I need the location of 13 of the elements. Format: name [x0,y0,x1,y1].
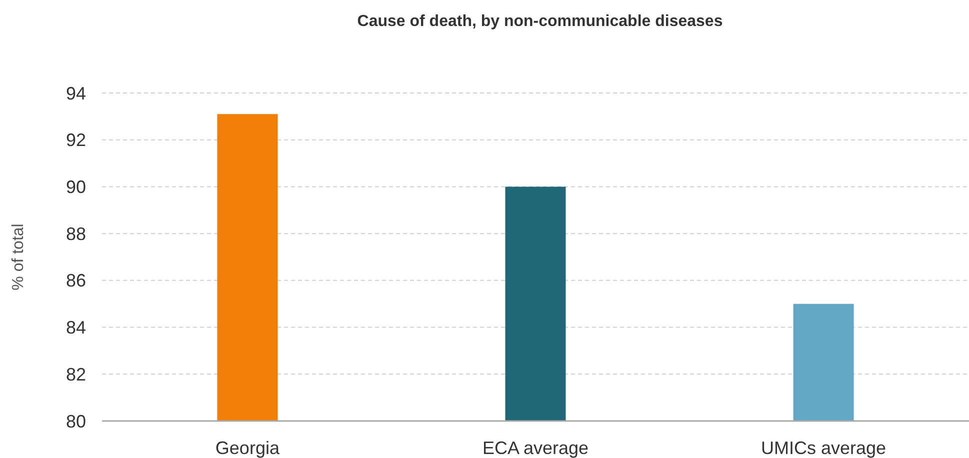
y-tick-label: 80 [66,411,86,432]
y-tick-label: 94 [66,83,86,104]
y-tick-label: 92 [66,130,86,150]
y-axis-title: % of total [10,224,27,290]
y-tick-label: 88 [66,224,86,244]
y-tick-label: 90 [66,177,86,198]
x-tick-label: ECA average [482,438,589,458]
x-tick-label: UMICs average [761,438,886,458]
y-tick-label: 86 [66,270,86,291]
chart-title: Cause of death, by non-communicable diseases [357,13,723,30]
y-tick-label: 84 [66,318,86,338]
x-tick-label: Georgia [215,438,280,458]
y-tick-label: 82 [66,364,86,384]
